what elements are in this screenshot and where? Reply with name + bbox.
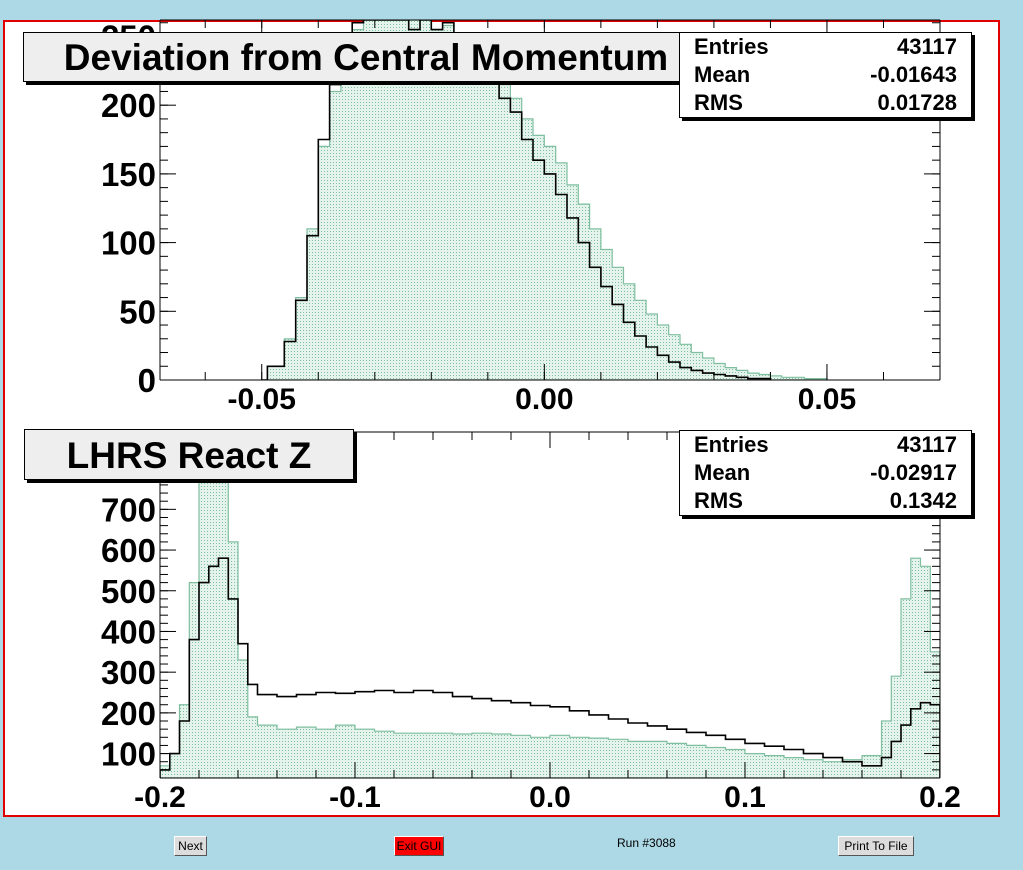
plot2-y-tick-label: 100 (101, 736, 156, 773)
plot2-x-tick-label: 0.1 (724, 781, 766, 814)
plot2-y-tick-label: 200 (101, 695, 156, 732)
plot2-series-filled (160, 432, 940, 778)
plot2-title: LHRS React Z (24, 429, 354, 480)
plot2-x-tick-label: -0.2 (134, 781, 186, 814)
stats-entries-value: 43117 (897, 34, 957, 59)
next-button[interactable]: Next (174, 836, 207, 856)
plot1-y-tick-label: 0 (138, 362, 156, 399)
plot1-stats-box: Entries 43117 Mean -0.01643 RMS 0.01728 (679, 32, 972, 118)
plot1-y-tick-label: 100 (101, 225, 156, 262)
plot2-x-tick-label: 0.0 (529, 781, 571, 814)
stats-mean-value: -0.02917 (870, 460, 957, 485)
stats-entries-value: 43117 (897, 432, 957, 457)
plot1-y-tick-label: 150 (101, 156, 156, 193)
stats-rms-label: RMS (694, 90, 743, 115)
plot1-title: Deviation from Central Momentum (23, 32, 709, 82)
plot1-y-tick-label: 200 (101, 87, 156, 124)
plot2-y-tick-label: 400 (101, 613, 156, 650)
plot2-y-tick-label: 300 (101, 654, 156, 691)
run-number-label: Run #3088 (617, 836, 676, 850)
stats-rms-value: 0.01728 (877, 90, 957, 115)
print-to-file-button[interactable]: Print To File (838, 836, 914, 856)
plot2-y-tick-label: 500 (101, 573, 156, 610)
plot1-y-tick-label: 50 (119, 293, 156, 330)
exit-gui-button[interactable]: Exit GUI (394, 836, 444, 856)
plot2-y-tick-label: 700 (101, 491, 156, 528)
stats-entries-label: Entries (694, 432, 769, 457)
plot2-x-tick-label: 0.2 (919, 781, 961, 814)
plot2-x-tick-label: -0.1 (329, 781, 381, 814)
stats-rms-label: RMS (694, 488, 743, 513)
plot1-x-tick-label: 0.00 (515, 383, 573, 416)
stats-mean-label: Mean (694, 460, 751, 485)
plot2-series-line (160, 557, 940, 778)
stats-entries-label: Entries (694, 34, 769, 59)
plot2-stats-box: Entries 43117 Mean -0.02917 RMS 0.1342 (679, 430, 972, 516)
stats-mean-label: Mean (694, 62, 751, 87)
stats-mean-value: -0.01643 (870, 62, 957, 87)
plot1-x-tick-label: 0.05 (798, 383, 856, 416)
plot1-x-tick-label: -0.05 (228, 383, 296, 416)
plot2-y-tick-label: 600 (101, 532, 156, 569)
stats-rms-value: 0.1342 (889, 488, 957, 513)
